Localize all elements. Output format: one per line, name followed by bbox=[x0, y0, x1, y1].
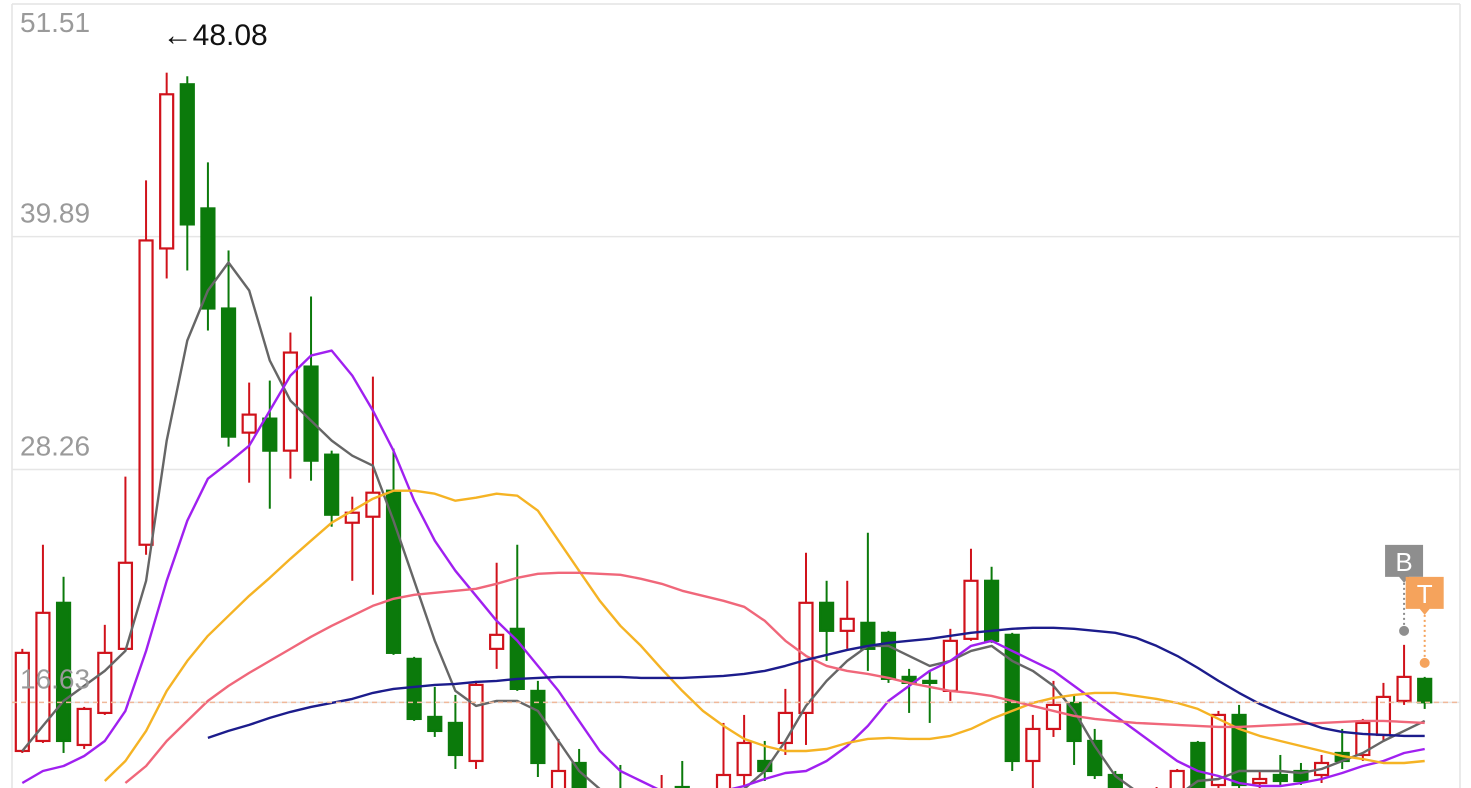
candle-body bbox=[262, 417, 278, 452]
candle-body bbox=[385, 489, 402, 654]
ma-line bbox=[207, 626, 1425, 740]
signal-dot bbox=[1399, 625, 1410, 636]
signal-dot bbox=[1419, 657, 1430, 668]
candle-body bbox=[468, 683, 484, 763]
candle-body bbox=[406, 657, 422, 721]
plot-area bbox=[12, 72, 1460, 788]
candle-body bbox=[1272, 773, 1288, 783]
candle-body bbox=[97, 651, 113, 715]
candle-body bbox=[447, 721, 463, 757]
candle-body bbox=[220, 307, 237, 438]
candle-body bbox=[138, 239, 154, 546]
ma-line bbox=[21, 261, 1426, 788]
candle-body bbox=[880, 631, 897, 680]
candle-body bbox=[344, 511, 360, 524]
candle-body bbox=[819, 601, 835, 632]
candle-body bbox=[159, 93, 175, 250]
candle-body bbox=[1417, 677, 1433, 704]
candle-body bbox=[1004, 633, 1020, 763]
candle-body bbox=[427, 715, 443, 733]
y-tick-label: 28.26 bbox=[20, 430, 90, 461]
y-tick-label: 16.63 bbox=[20, 663, 90, 694]
candle-body bbox=[736, 741, 752, 777]
y-tick-label: 39.89 bbox=[20, 198, 90, 229]
candle-body bbox=[200, 207, 216, 310]
candle-body bbox=[179, 83, 195, 226]
candle-body bbox=[1293, 769, 1309, 783]
candle-body bbox=[674, 785, 690, 788]
candle-body bbox=[35, 611, 51, 743]
candle-body bbox=[1231, 713, 1247, 787]
ma-line bbox=[124, 571, 1425, 784]
candle-body bbox=[489, 633, 505, 650]
candle-body bbox=[1066, 701, 1082, 743]
candle-body bbox=[1252, 777, 1268, 785]
candle-body bbox=[922, 679, 938, 684]
candle-body bbox=[1025, 727, 1041, 763]
ma-line bbox=[21, 349, 1425, 788]
candle-body bbox=[1045, 703, 1062, 731]
candle-body bbox=[839, 617, 855, 632]
signal-label: B bbox=[1395, 547, 1412, 577]
candle-body bbox=[942, 639, 958, 693]
signal-badge bbox=[1405, 576, 1444, 615]
candle-body bbox=[1396, 675, 1412, 703]
candle-body bbox=[324, 453, 340, 516]
candle-body bbox=[571, 761, 587, 788]
high-annotation: ←48.08 bbox=[163, 19, 268, 52]
candle-body bbox=[963, 579, 979, 640]
y-tick-label: 51.51 bbox=[20, 7, 90, 38]
candle-body bbox=[550, 769, 567, 788]
candle-body bbox=[1355, 721, 1371, 757]
candle-body bbox=[1169, 769, 1185, 788]
candle-body bbox=[715, 773, 732, 788]
candle-body bbox=[241, 413, 257, 434]
ma-line bbox=[103, 489, 1425, 782]
candle-body bbox=[303, 365, 319, 462]
labels: 51.51 39.89 28.26 16.63 ←48.08 BT bbox=[20, 7, 1444, 694]
candle-body bbox=[777, 711, 793, 745]
signal-label: T bbox=[1417, 579, 1433, 609]
candle-body bbox=[76, 707, 92, 747]
candle-body bbox=[1210, 713, 1227, 787]
signal-badge bbox=[1385, 544, 1424, 583]
candle-body bbox=[860, 621, 876, 650]
